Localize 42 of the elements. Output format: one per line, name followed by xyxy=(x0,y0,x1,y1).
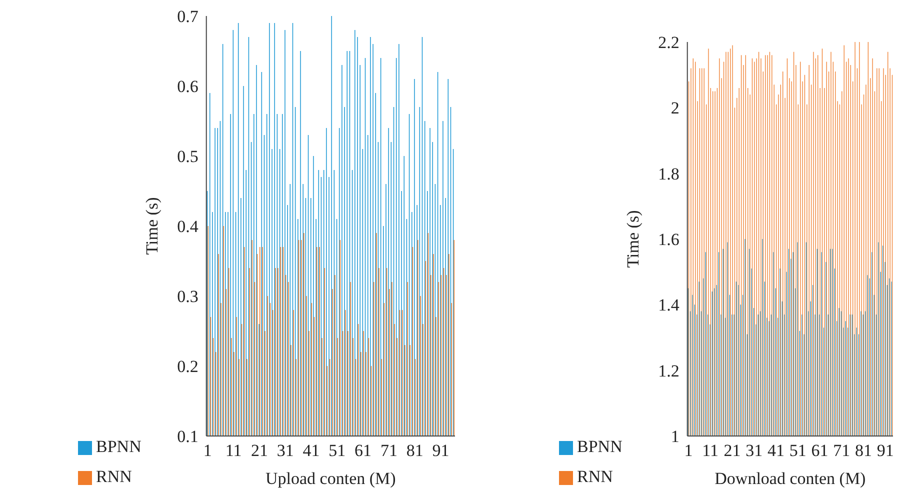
legend-label: BPNN xyxy=(577,437,622,456)
x-tick-label: 71 xyxy=(833,441,850,460)
x-axis-title: Download conten (M) xyxy=(714,469,866,488)
x-tick-label: 61 xyxy=(354,441,372,460)
x-tick-label: 91 xyxy=(876,441,894,460)
y-tick-label: 0.3 xyxy=(177,287,198,306)
y-axis-title: Time (s) xyxy=(623,210,642,268)
x-tick-label: 21 xyxy=(724,441,741,460)
x-tick-label: 1 xyxy=(684,441,693,460)
x-tick-label: 51 xyxy=(789,441,806,460)
y-tick-label: 0.7 xyxy=(177,7,199,26)
x-tick-label: 31 xyxy=(746,441,763,460)
y-tick-label: 0.2 xyxy=(177,357,198,376)
x-tick-label: 81 xyxy=(854,441,872,460)
y-tick-label: 1.8 xyxy=(658,164,680,184)
y-tick-label: 0.4 xyxy=(177,217,199,236)
y-tick-label: 0.5 xyxy=(177,147,198,166)
x-tick-label: 21 xyxy=(250,441,268,460)
y-tick-label: 0.6 xyxy=(177,77,198,96)
y-tick-label: 1 xyxy=(670,427,680,446)
y-tick-label: 1.2 xyxy=(658,361,680,380)
legend-label: RNN xyxy=(96,467,132,486)
legend-label: BPNN xyxy=(96,437,142,456)
x-tick-label: 91 xyxy=(432,441,450,460)
y-tick-label: 2.2 xyxy=(658,33,680,52)
y-tick-label: 1.6 xyxy=(658,230,680,250)
x-tick-label: 41 xyxy=(302,441,320,460)
x-tick-label: 51 xyxy=(328,441,346,460)
x-tick-label: 11 xyxy=(225,441,242,460)
x-tick-label: 61 xyxy=(811,441,828,460)
x-tick-label: 1 xyxy=(203,441,212,460)
x-tick-label: 41 xyxy=(767,441,784,460)
x-tick-label: 81 xyxy=(406,441,424,460)
x-tick-label: 11 xyxy=(702,441,719,460)
x-tick-label: 71 xyxy=(380,441,398,460)
y-tick-label: 2 xyxy=(670,98,680,118)
x-tick-label: 31 xyxy=(276,441,294,460)
y-axis-title: Time (s) xyxy=(142,197,162,255)
y-tick-label: 0.1 xyxy=(177,427,198,446)
legend-label: RNN xyxy=(577,467,613,486)
x-axis-title: Upload conten (M) xyxy=(266,469,396,488)
y-tick-label: 1.4 xyxy=(658,296,680,315)
